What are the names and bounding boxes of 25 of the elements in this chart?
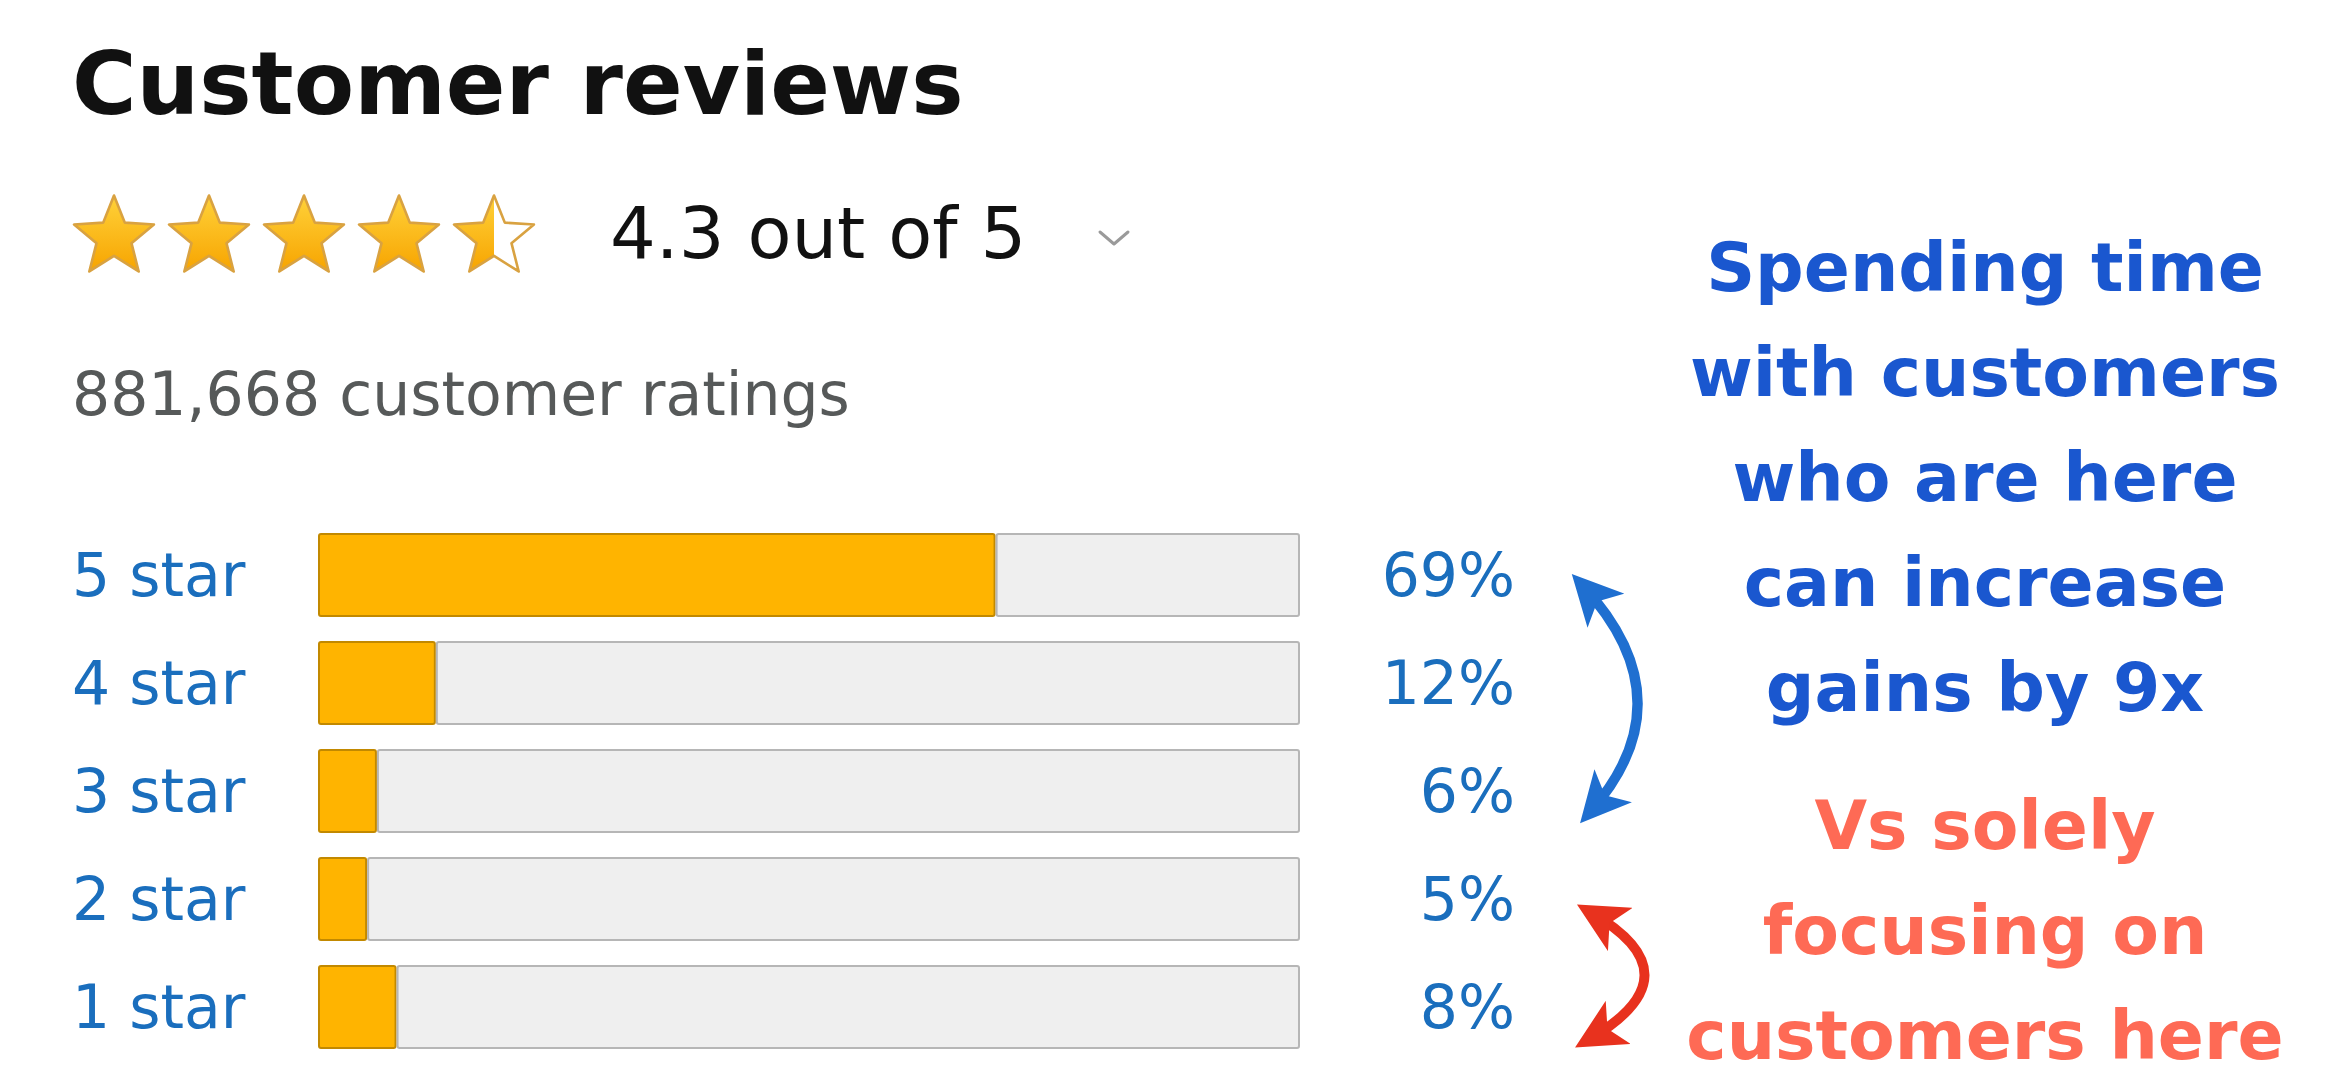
data-label: 8% xyxy=(1419,972,1515,1042)
bar xyxy=(367,857,1300,941)
y-tick-label: 5 star xyxy=(72,540,246,610)
y-tick-label: 1 star xyxy=(72,972,246,1042)
data-label: 69% xyxy=(1381,540,1515,610)
y-tick-label: 3 star xyxy=(72,756,246,826)
y-tick-label: 2 star xyxy=(72,864,246,934)
text: Vs solely focusing on customers here xyxy=(1685,785,2285,1077)
y-tick-label: 4 star xyxy=(72,648,246,718)
text: 881,668 customer ratings xyxy=(72,359,850,429)
bar xyxy=(435,641,1300,725)
chart-title: Customer reviews xyxy=(72,32,964,135)
bar xyxy=(318,533,996,617)
bar xyxy=(318,965,397,1049)
bar xyxy=(318,749,377,833)
bar xyxy=(995,533,1300,617)
data-label: 5% xyxy=(1419,864,1515,934)
bar xyxy=(396,965,1300,1049)
bar xyxy=(318,641,436,725)
bar xyxy=(376,749,1300,833)
text: Spending time with customers who are here can increase gains by 9x xyxy=(1688,227,2282,729)
bar xyxy=(318,857,368,941)
data-label: 6% xyxy=(1419,756,1515,826)
text: 4.3 out of 5 xyxy=(610,191,1027,275)
data-label: 12% xyxy=(1381,648,1515,718)
